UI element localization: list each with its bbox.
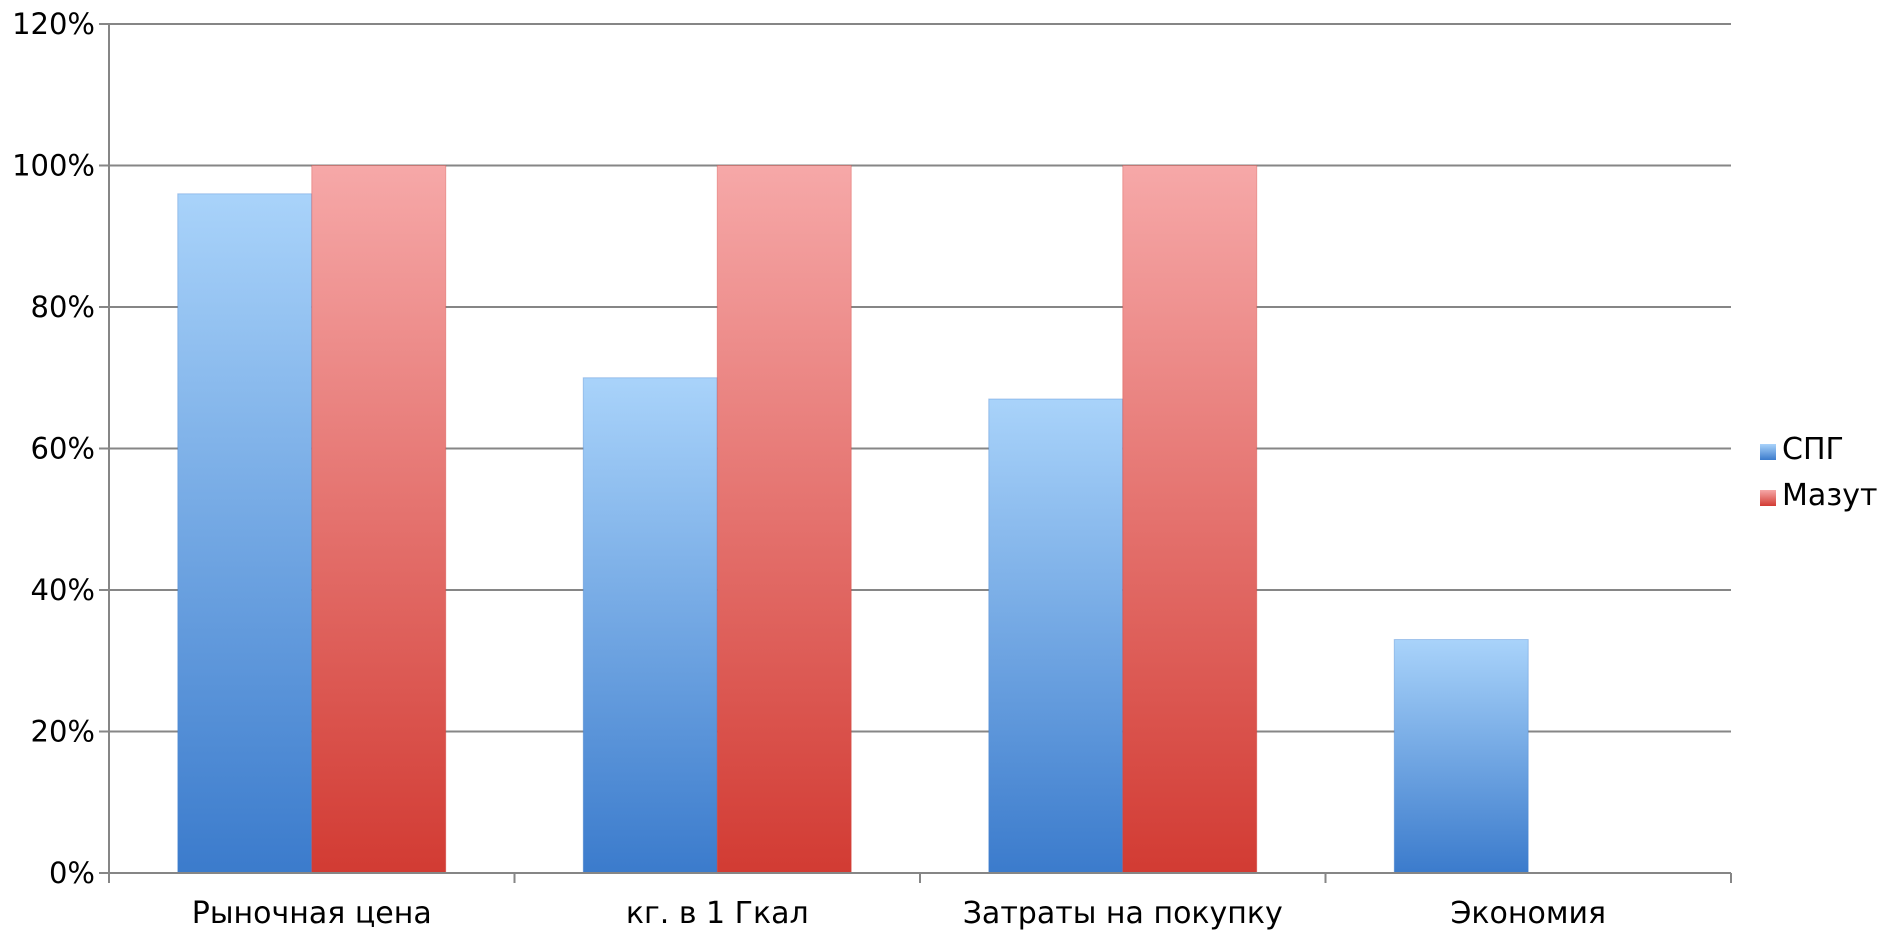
y-tick-label: 40%: [31, 573, 95, 607]
bar-spg: [178, 194, 312, 873]
y-tick-label: 20%: [31, 715, 95, 749]
bar-spg: [989, 399, 1123, 873]
y-tick-label: 60%: [31, 432, 95, 466]
legend-label: Мазут: [1782, 478, 1877, 513]
y-tick-label: 120%: [12, 7, 95, 41]
bar-mazut: [312, 166, 446, 874]
legend-label: СПГ: [1782, 432, 1844, 467]
y-tick-labels: 0% 20% 40% 60% 80% 100% 120%: [12, 7, 95, 890]
x-category-label: Рыночная цена: [192, 896, 432, 930]
x-category-labels: Рыночная цена кг. в 1 Гкал Затраты на поку…: [192, 896, 1606, 930]
legend: СПГ Мазут: [1760, 432, 1877, 513]
y-tick-label: 80%: [31, 290, 95, 324]
bar-mazut: [717, 166, 851, 874]
legend-swatch-mazut: [1760, 490, 1776, 506]
bar-mazut: [1123, 166, 1257, 874]
legend-swatch-spg: [1760, 444, 1776, 460]
x-category-label: кг. в 1 Гкал: [626, 896, 809, 930]
bar-spg: [1394, 640, 1528, 873]
x-category-label: Экономия: [1450, 896, 1606, 930]
x-category-label: Затраты на покупку: [963, 896, 1283, 930]
bar-spg: [583, 378, 717, 873]
bars: [178, 166, 1529, 874]
y-tick-label: 100%: [12, 149, 95, 183]
y-tick-label: 0%: [49, 856, 95, 890]
